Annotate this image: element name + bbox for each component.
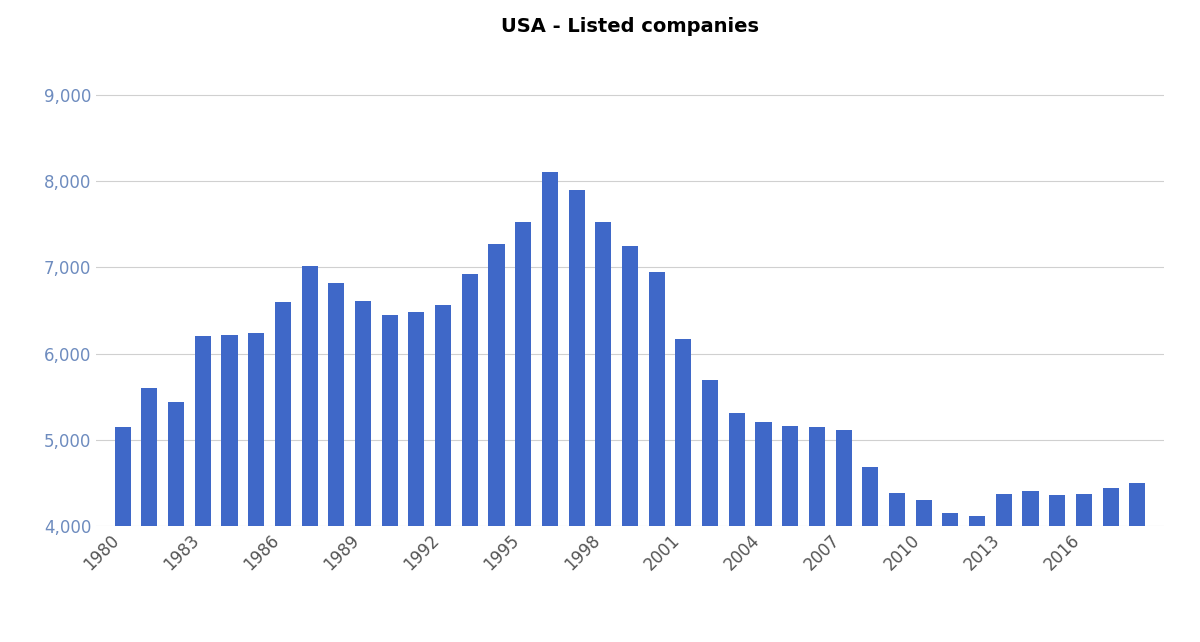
Bar xyxy=(168,402,184,642)
Bar xyxy=(329,283,344,642)
Bar xyxy=(1129,483,1145,642)
Bar xyxy=(970,516,985,642)
Bar xyxy=(782,426,798,642)
Bar xyxy=(142,388,157,642)
Bar xyxy=(728,413,745,642)
Bar xyxy=(436,306,451,642)
Bar xyxy=(595,222,611,642)
Bar xyxy=(702,379,718,642)
Bar xyxy=(622,246,638,642)
Bar xyxy=(462,274,478,642)
Bar xyxy=(488,244,504,642)
Bar xyxy=(863,467,878,642)
Bar xyxy=(649,272,665,642)
Bar xyxy=(355,301,371,642)
Bar xyxy=(1103,489,1118,642)
Bar xyxy=(222,334,238,642)
Bar xyxy=(1022,491,1038,642)
Bar xyxy=(115,427,131,642)
Bar xyxy=(1049,496,1066,642)
Title: USA - Listed companies: USA - Listed companies xyxy=(502,17,760,36)
Bar xyxy=(194,336,211,642)
Bar xyxy=(835,429,852,642)
Bar xyxy=(996,494,1012,642)
Bar xyxy=(515,222,532,642)
Bar xyxy=(916,499,931,642)
Bar xyxy=(408,312,425,642)
Bar xyxy=(942,514,959,642)
Bar xyxy=(569,189,584,642)
Bar xyxy=(1076,494,1092,642)
Bar xyxy=(248,333,264,642)
Bar xyxy=(301,266,318,642)
Bar xyxy=(756,422,772,642)
Bar xyxy=(889,493,905,642)
Bar xyxy=(809,427,824,642)
Bar xyxy=(542,172,558,642)
Bar xyxy=(382,315,397,642)
Bar xyxy=(275,302,290,642)
Bar xyxy=(676,339,691,642)
